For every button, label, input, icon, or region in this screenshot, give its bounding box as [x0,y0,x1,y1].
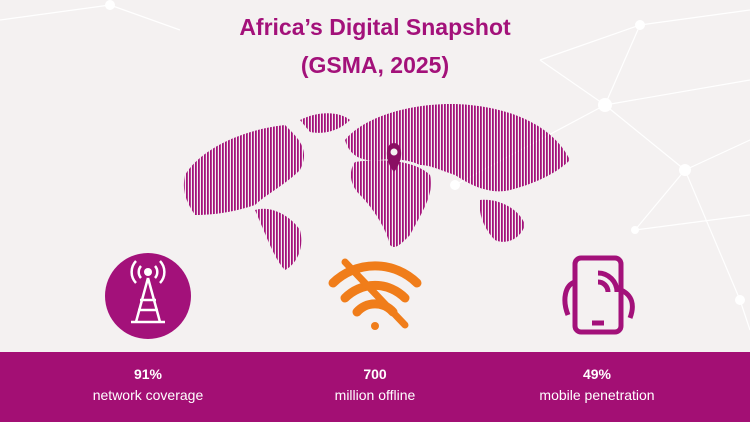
stat-label: mobile penetration [539,387,655,403]
title: Africa’s Digital Snapshot [239,14,511,40]
network-nodes [105,0,745,305]
stat-label: network coverage [92,387,204,403]
stat-label: million offline [334,387,416,403]
subtitle: (GSMA, 2025) [300,52,450,78]
world-map [183,104,570,270]
location-pin [386,143,402,172]
stat-value: 91% [133,366,163,382]
tower-icon [105,253,191,339]
stat: 700 million offline [275,364,475,406]
wifi-off-icon [328,258,422,330]
stat: 91% network coverage [48,364,248,406]
stats-band: 91% network coverage 700 million offline 4… [0,352,750,422]
stat-value: 49% [582,366,612,382]
stat: 49% mobile penetration [497,364,697,406]
stat-value: 700 [363,366,387,382]
phone-icon [562,255,635,335]
